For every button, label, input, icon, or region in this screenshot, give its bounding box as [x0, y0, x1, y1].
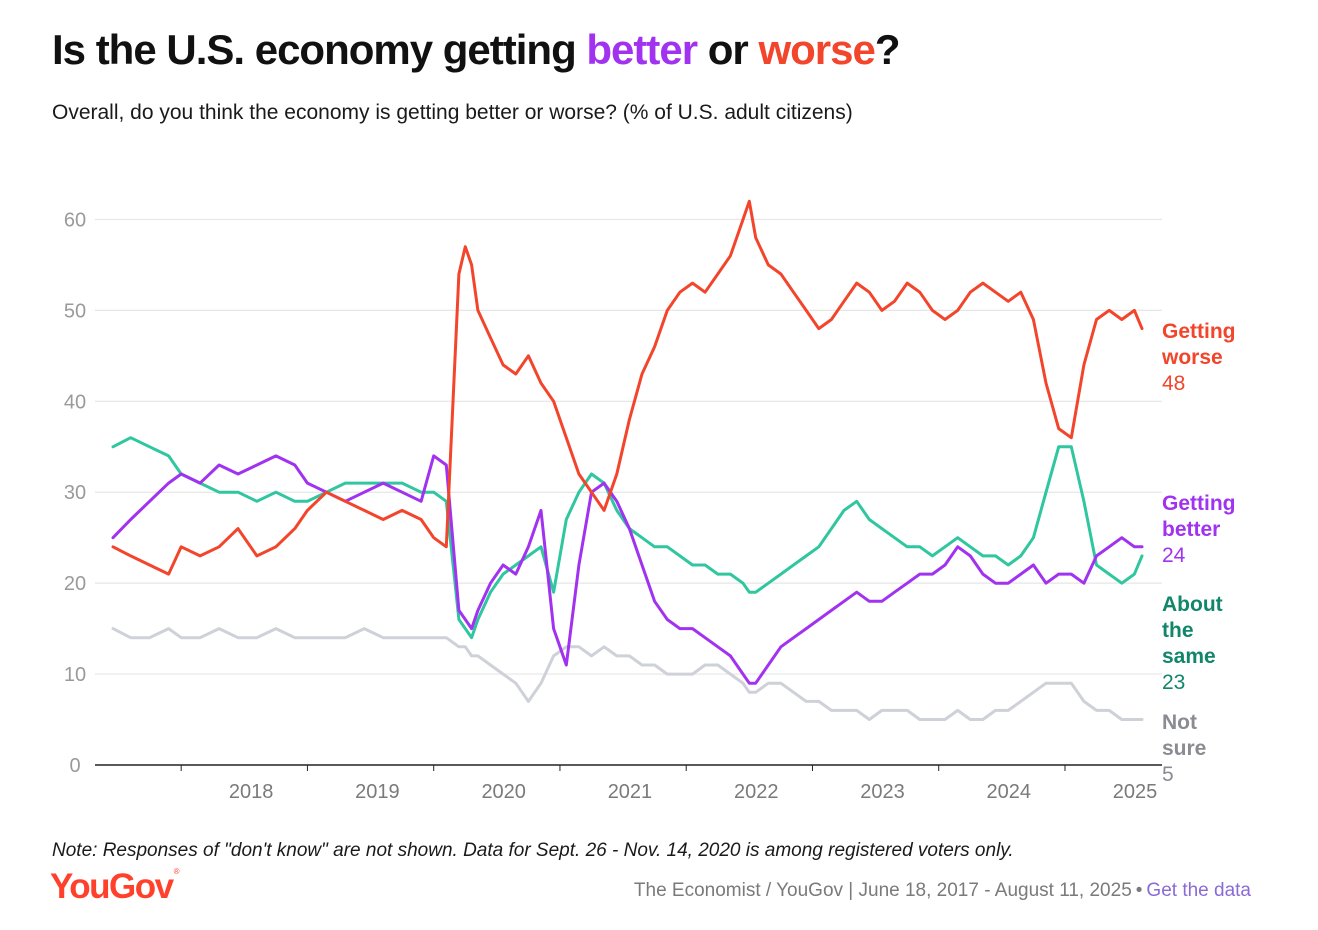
x-axis-ticks: 2018 2019 2020 2021 2022 2023 2024 2025	[180, 765, 1158, 803]
series-label-better-line2: better	[1162, 518, 1220, 541]
registered-mark: ®	[173, 867, 180, 876]
series-label-same-line3: same	[1162, 645, 1216, 668]
title-mid: or	[697, 26, 759, 73]
y-tick-label-20: 20	[64, 573, 86, 595]
series-last-value-better: 24	[1162, 544, 1186, 567]
separator-dot: •	[1135, 880, 1143, 901]
series-label-same-line1: About	[1162, 593, 1223, 616]
chart-title: Is the U.S. economy getting better or wo…	[52, 26, 900, 74]
x-tick-label-2022: 2022	[734, 781, 779, 803]
x-tick-label-2024: 2024	[986, 781, 1031, 803]
series-last-value-notsure: 5	[1162, 763, 1174, 786]
x-tick-label-2021: 2021	[608, 781, 653, 803]
series-line-same	[111, 436, 1144, 640]
chart-subtitle: Overall, do you think the economy is get…	[52, 101, 853, 124]
series-label-same-line2: the	[1162, 619, 1194, 642]
series-lines	[111, 199, 1144, 721]
x-tick-label-2019: 2019	[355, 781, 400, 803]
y-tick-label-10: 10	[64, 664, 86, 686]
y-tick-label-60: 60	[64, 209, 86, 231]
y-tick-label-0: 0	[69, 755, 80, 777]
series-label-better-line1: Getting	[1162, 492, 1236, 515]
y-tick-label-30: 30	[64, 482, 86, 504]
footnote: Note: Responses of "don't know" are not …	[52, 840, 1014, 861]
series-label-worse-line2: worse	[1161, 346, 1223, 369]
series-label-notsure-line1: Not	[1162, 711, 1197, 734]
source-text: The Economist / YouGov | June 18, 2017 -…	[633, 880, 1132, 901]
x-tick-label-2020: 2020	[481, 781, 526, 803]
title-worse: worse	[758, 26, 875, 73]
y-tick-label-40: 40	[64, 391, 86, 413]
y-tick-label-50: 50	[64, 300, 86, 322]
title-better: better	[586, 26, 698, 73]
gridlines	[95, 218, 1162, 675]
logo-text: YouGov	[50, 867, 174, 906]
x-tick-label-2025: 2025	[1113, 781, 1158, 803]
series-line-notsure	[111, 627, 1144, 721]
source-line: The Economist / YouGov | June 18, 2017 -…	[634, 880, 1251, 902]
title-prefix: Is the U.S. economy getting	[52, 26, 587, 73]
yougov-logo[interactable]: YouGov®	[50, 867, 180, 907]
y-axis-ticks: 0 10 20 30 40 50 60	[64, 209, 86, 777]
series-line-worse	[111, 199, 1144, 576]
series-label-worse-line1: Getting	[1162, 320, 1236, 343]
series-end-labels: Getting worse 48 Getting better 24 About the sam…	[1161, 320, 1236, 786]
series-last-value-worse: 48	[1162, 372, 1185, 395]
series-label-notsure-line2: sure	[1162, 737, 1206, 760]
x-tick-label-2018: 2018	[229, 781, 274, 803]
x-tick-label-2023: 2023	[860, 781, 905, 803]
title-suffix: ?	[874, 26, 901, 73]
series-last-value-same: 23	[1162, 671, 1185, 694]
get-data-link[interactable]: Get the data	[1146, 880, 1251, 901]
series-line-better	[111, 454, 1144, 685]
